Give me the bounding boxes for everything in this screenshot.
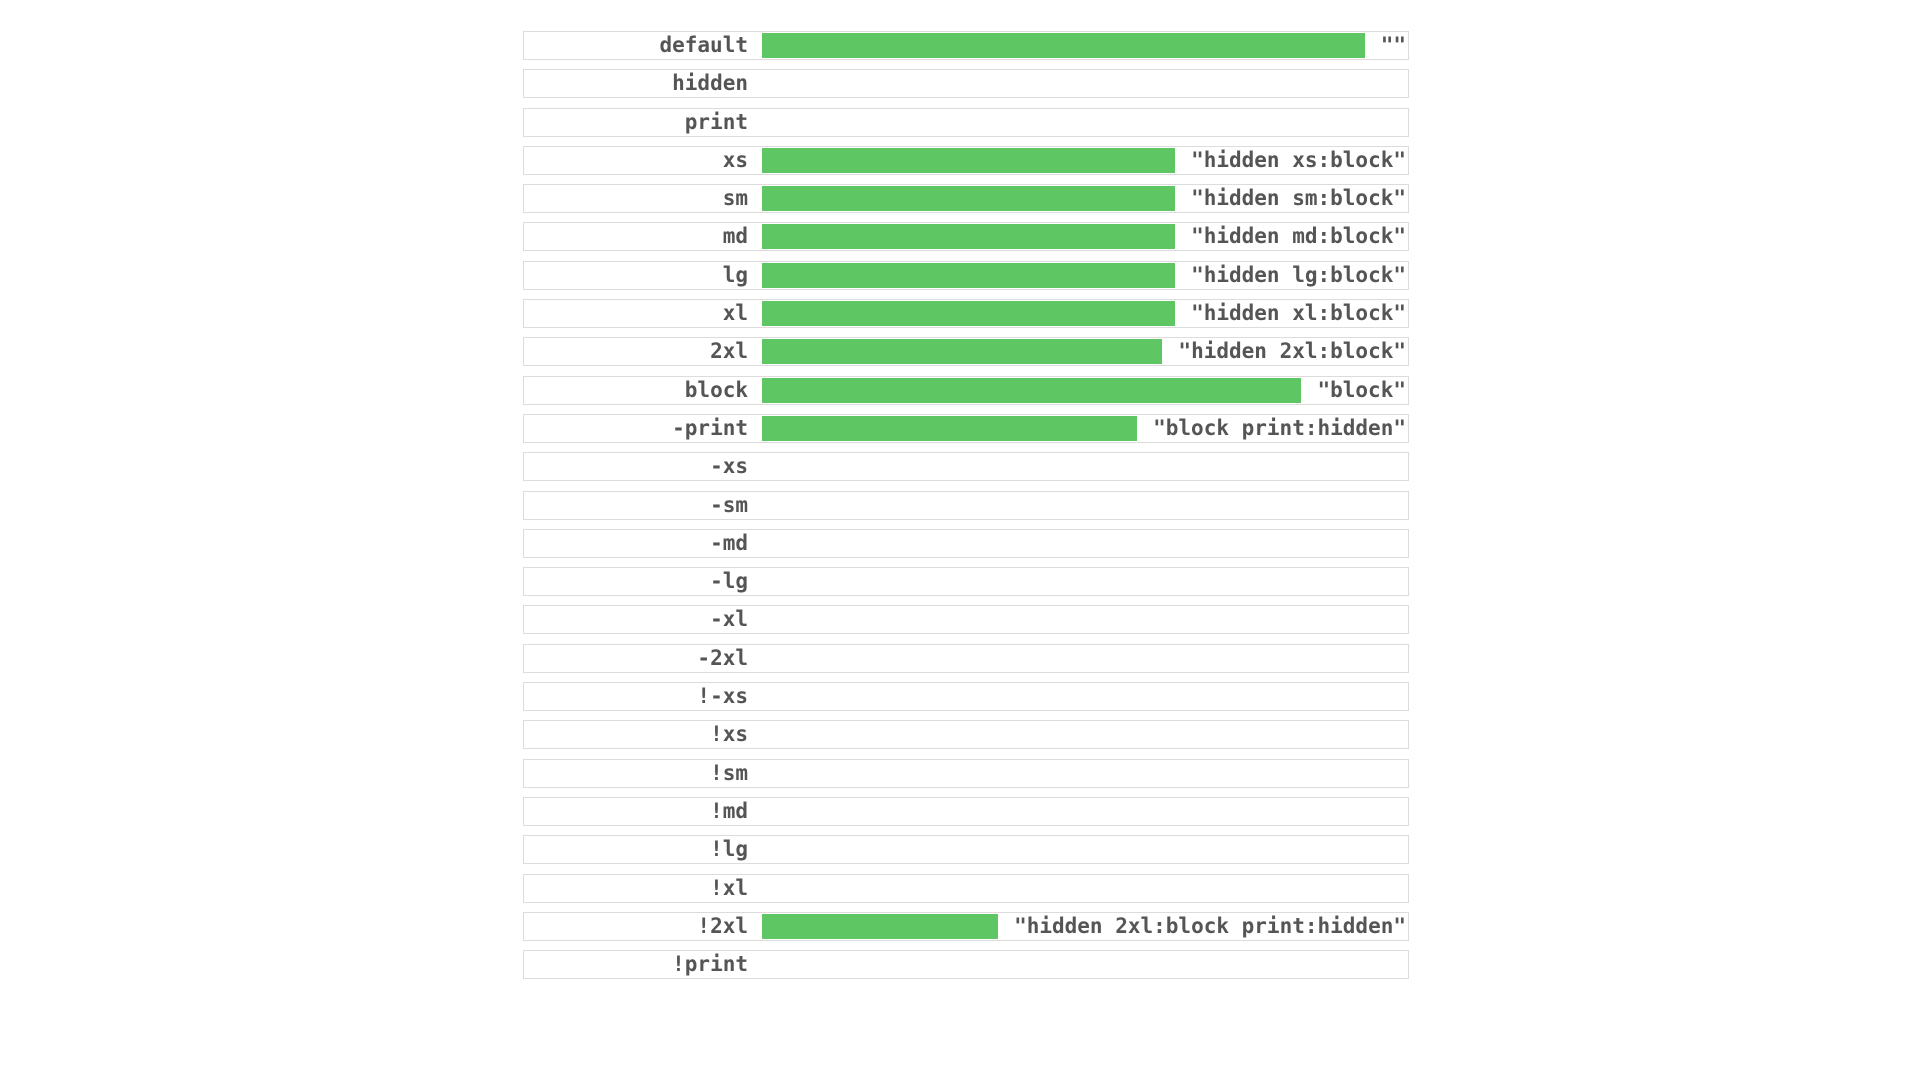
row-lg: lg "hidden lg:block" [523,260,1409,290]
row-label: xl [722,301,748,326]
class-value: "hidden md:block" [1191,224,1406,249]
row-label: default [659,33,748,57]
row-content [762,607,1407,632]
row-content [762,876,1407,901]
row-content [762,454,1407,479]
row-2xl: 2xl "hidden 2xl:block" [523,337,1409,367]
row-block: block "block" [523,375,1409,405]
row-content: "" [762,33,1407,58]
class-value: "" [1380,33,1406,57]
class-value: "hidden 2xl:block print:hidden" [1014,913,1406,938]
row-label: -print [672,415,748,440]
row-content [762,952,1407,977]
row-md: md "hidden md:block" [523,222,1409,252]
row-content: "block print:hidden" [762,415,1407,441]
row-content [762,531,1407,556]
visible-bar [762,147,1176,173]
row-label: print [684,109,748,134]
class-value: "hidden lg:block" [1191,262,1406,287]
visible-bar [762,301,1176,327]
row-content [762,722,1407,747]
row-content [762,799,1407,824]
row-not-xs: -xs [523,452,1409,482]
class-value: "hidden sm:block" [1191,186,1406,211]
row-label: !xl [710,875,748,900]
row-label: !sm [710,760,748,785]
class-value: "hidden 2xl:block" [1178,339,1406,364]
row-content: "hidden sm:block" [762,186,1407,212]
row-label: !md [710,798,748,823]
row-label: -lg [710,569,748,594]
row-only-not-xs: !-xs [523,682,1409,712]
row-label: !xs [710,722,748,747]
row-only-sm: !sm [523,758,1409,788]
row-not-md: -md [523,528,1409,558]
row-not-print: -print "block print:hidden" [523,413,1409,443]
row-only-print: !print [523,950,1409,980]
row-content [762,837,1407,862]
row-label: md [722,224,748,249]
row-sm: sm "hidden sm:block" [523,184,1409,214]
row-label: -sm [710,492,748,517]
row-content [762,110,1407,135]
row-label: lg [722,262,748,287]
row-only-2xl: !2xl "hidden 2xl:block print:hidden" [523,911,1409,941]
class-value: "hidden xl:block" [1191,301,1406,326]
visible-bar [762,415,1138,441]
row-label: sm [722,186,748,211]
visible-bar [762,339,1163,365]
row-content: "hidden xl:block" [762,301,1407,327]
row-label: -2xl [697,645,748,670]
visible-bar [762,913,999,939]
row-content: "hidden 2xl:block" [762,339,1407,365]
row-not-2xl: -2xl [523,643,1409,673]
row-only-xl: !xl [523,873,1409,903]
row-only-xs: !xs [523,720,1409,750]
row-content: "hidden xs:block" [762,147,1407,173]
row-content: "hidden lg:block" [762,262,1407,288]
class-value: "block" [1317,377,1406,402]
visible-bar [762,33,1365,58]
row-label: !lg [710,837,748,862]
row-content [762,761,1407,786]
class-value: "hidden xs:block" [1191,147,1406,172]
row-print: print [523,107,1409,137]
row-content [762,684,1407,709]
row-content: "hidden 2xl:block print:hidden" [762,913,1407,939]
row-content [762,493,1407,518]
row-label: !print [672,952,748,977]
row-label: -xl [710,607,748,632]
row-xs: xs "hidden xs:block" [523,145,1409,175]
row-label: block [684,377,748,402]
row-label: xs [722,147,748,172]
row-not-xl: -xl [523,605,1409,635]
row-not-lg: -lg [523,567,1409,597]
visibility-list: default "" hidden print xs "hidden xs:bloc… [523,31,1409,988]
row-hidden: hidden [523,69,1409,99]
row-label: -xs [710,454,748,479]
row-not-sm: -sm [523,490,1409,520]
row-content: "hidden md:block" [762,224,1407,250]
row-label: !-xs [697,684,748,709]
row-only-lg: !lg [523,835,1409,865]
row-only-md: !md [523,796,1409,826]
visible-bar [762,224,1176,250]
class-value: "block print:hidden" [1153,415,1406,440]
row-label: 2xl [710,339,748,364]
row-content [762,569,1407,594]
row-label: !2xl [697,913,748,938]
visible-bar [762,377,1302,403]
row-label: hidden [672,71,748,96]
visible-bar [762,186,1176,212]
row-default: default "" [523,31,1409,60]
row-label: -md [710,530,748,555]
visible-bar [762,262,1176,288]
row-content: "block" [762,377,1407,403]
row-content [762,646,1407,671]
row-content [762,71,1407,96]
row-xl: xl "hidden xl:block" [523,299,1409,329]
